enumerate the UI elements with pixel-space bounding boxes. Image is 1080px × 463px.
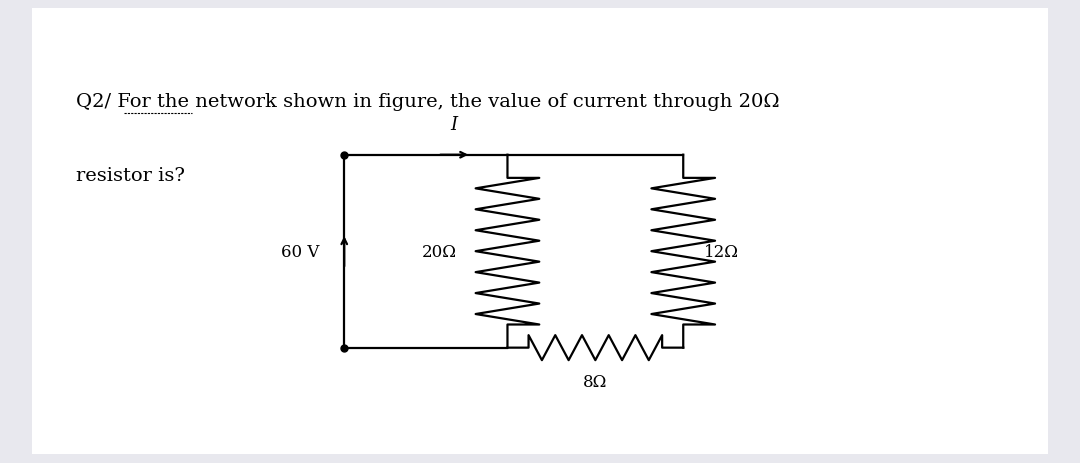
Text: 60 V: 60 V — [281, 243, 320, 260]
Text: 12Ω: 12Ω — [704, 243, 739, 260]
Text: 20Ω: 20Ω — [422, 243, 457, 260]
Text: 8Ω: 8Ω — [583, 373, 608, 390]
Text: resistor is?: resistor is? — [76, 167, 185, 185]
Text: Q2/ For the network shown in figure, the value of current through 20Ω: Q2/ For the network shown in figure, the… — [76, 93, 780, 111]
Text: I: I — [450, 116, 458, 134]
